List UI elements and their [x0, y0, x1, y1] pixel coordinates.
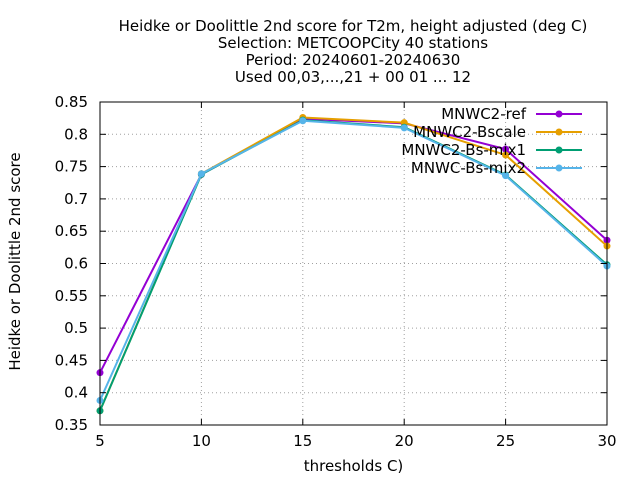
series-1 — [96, 114, 611, 415]
y-axis-label: Heidke or Doolittle 2nd score — [6, 152, 24, 370]
data-point — [502, 151, 510, 159]
x-tick-labels: 5 10 15 20 25 30 — [95, 432, 616, 450]
series-3 — [96, 117, 611, 404]
series-line — [99, 117, 608, 374]
legend-item: MNWC2-Bscale — [413, 123, 582, 141]
y-tick-label: 0.6 — [64, 255, 88, 273]
x-tick-label: 5 — [95, 432, 105, 450]
title-line: Heidke or Doolittle 2nd score for T2m, h… — [119, 17, 588, 35]
axis-ticks — [99, 101, 608, 426]
data-point — [400, 124, 408, 132]
series-0 — [96, 115, 611, 377]
y-tick-label: 0.5 — [64, 319, 88, 337]
series-line — [99, 119, 608, 412]
series-2 — [96, 116, 611, 415]
x-axis-label: thresholds C) — [304, 457, 404, 475]
y-tick-label: 0.85 — [55, 93, 88, 111]
legend-label: MNWC-Bs-mix2 — [411, 159, 526, 177]
legend-label: MNWC2-Bs-mix1 — [401, 141, 526, 159]
title-line: Selection: METCOOPCity 40 stations — [218, 34, 488, 52]
y-tick-label: 0.4 — [64, 384, 88, 402]
x-tick-label: 20 — [395, 432, 414, 450]
series-line — [99, 119, 608, 401]
series-line — [99, 116, 608, 412]
x-tick-label: 30 — [597, 432, 616, 450]
y-tick-label: 0.75 — [55, 158, 88, 176]
y-tick-label: 0.35 — [55, 416, 88, 434]
legend-marker — [555, 164, 563, 172]
data-point — [197, 170, 205, 178]
y-tick-label: 0.45 — [55, 351, 88, 369]
legend-marker — [555, 128, 563, 136]
x-tick-label: 15 — [293, 432, 312, 450]
chart-title: Heidke or Doolittle 2nd score for T2m, h… — [119, 17, 588, 86]
x-tick-label: 25 — [496, 432, 515, 450]
legend-marker — [555, 110, 563, 118]
data-point — [502, 172, 510, 180]
legend-item: MNWC2-ref — [441, 105, 582, 123]
legend: MNWC2-refMNWC2-BscaleMNWC2-Bs-mix1MNWC-B… — [401, 105, 582, 177]
y-tick-label: 0.65 — [55, 222, 88, 240]
legend-label: MNWC2-ref — [441, 105, 526, 123]
x-tick-label: 10 — [192, 432, 211, 450]
legend-label: MNWC2-Bscale — [413, 123, 526, 141]
data-point — [299, 117, 307, 125]
grid — [100, 102, 607, 425]
title-line: Used 00,03,...,21 + 00 01 ... 12 — [235, 68, 471, 86]
y-tick-label: 0.7 — [64, 190, 88, 208]
y-tick-labels: 0.35 0.4 0.45 0.5 0.55 0.6 0.65 0.7 0.75 0.8 0.85 — [55, 93, 88, 434]
legend-item: MNWC-Bs-mix2 — [411, 159, 582, 177]
y-tick-label: 0.8 — [64, 125, 88, 143]
y-tick-label: 0.55 — [55, 287, 88, 305]
legend-item: MNWC2-Bs-mix1 — [401, 141, 582, 159]
series-lines — [96, 114, 611, 415]
data-point — [502, 145, 510, 153]
legend-marker — [555, 146, 563, 154]
title-line: Period: 20240601-20240630 — [246, 51, 461, 69]
